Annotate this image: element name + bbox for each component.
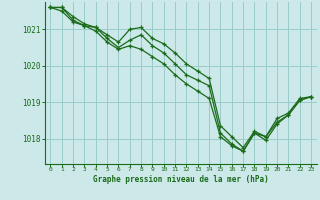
- X-axis label: Graphe pression niveau de la mer (hPa): Graphe pression niveau de la mer (hPa): [93, 175, 269, 184]
